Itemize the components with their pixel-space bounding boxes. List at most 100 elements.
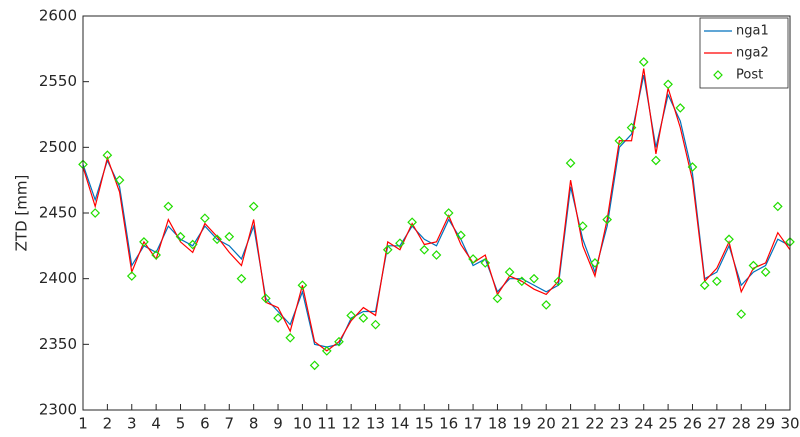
x-tick-label: 27 xyxy=(707,415,726,433)
x-tick-label: 13 xyxy=(366,415,385,433)
data-point xyxy=(553,276,564,287)
x-tick-label: 15 xyxy=(415,415,434,433)
data-point xyxy=(151,250,161,260)
data-point xyxy=(590,258,600,268)
data-point xyxy=(504,267,515,277)
plot-frame xyxy=(82,15,791,411)
data-point xyxy=(382,244,393,255)
data-point xyxy=(602,214,613,225)
data-point xyxy=(309,360,320,371)
data-point xyxy=(760,267,771,277)
x-tick-label: 8 xyxy=(249,415,259,433)
x-tick-label: 3 xyxy=(127,415,137,433)
legend: nga1 nga2 Post xyxy=(699,17,789,89)
x-tick-label: 18 xyxy=(488,415,507,433)
data-point xyxy=(663,79,673,90)
data-point xyxy=(443,208,454,218)
x-tick-label: 1 xyxy=(78,415,88,433)
data-line xyxy=(82,68,791,352)
data-point xyxy=(456,230,466,241)
x-tick-label: 2 xyxy=(103,415,113,433)
data-point xyxy=(541,300,552,310)
x-tick-label: 7 xyxy=(225,415,235,433)
data-point xyxy=(212,234,222,245)
legend-symbol xyxy=(713,70,723,80)
y-tick-label: 2450 xyxy=(39,204,77,222)
data-point xyxy=(334,336,344,347)
x-tick-label: 6 xyxy=(200,415,210,433)
x-tick-label: 11 xyxy=(317,415,336,433)
x-tick-label: 5 xyxy=(176,415,186,433)
legend-label: nga2 xyxy=(736,46,769,61)
data-point xyxy=(651,155,661,166)
data-point xyxy=(90,208,101,218)
data-point xyxy=(395,238,405,249)
data-point xyxy=(102,150,113,161)
data-point xyxy=(529,273,539,284)
x-tick-label: 30 xyxy=(780,415,799,433)
data-point xyxy=(419,244,430,255)
data-point xyxy=(748,260,759,271)
data-point xyxy=(163,201,174,212)
x-tick-label: 23 xyxy=(610,415,629,433)
data-point xyxy=(224,231,235,242)
data-point xyxy=(675,103,686,113)
data-point xyxy=(114,175,125,186)
y-tick-label: 2500 xyxy=(39,138,77,156)
data-point xyxy=(200,213,210,224)
data-point xyxy=(187,239,198,250)
x-tick-label: 24 xyxy=(634,415,653,433)
x-tick-label: 21 xyxy=(561,415,580,433)
data-point xyxy=(492,293,503,304)
x-tick-label: 16 xyxy=(439,415,458,433)
x-tick-label: 4 xyxy=(151,415,161,433)
x-tick-label: 29 xyxy=(756,415,775,433)
data-point xyxy=(175,231,186,242)
x-tick-label: 14 xyxy=(390,415,409,433)
data-point xyxy=(614,135,625,146)
data-point xyxy=(273,313,283,323)
x-tick-label: 20 xyxy=(537,415,556,433)
x-tick-label: 19 xyxy=(512,415,531,433)
data-point xyxy=(772,201,783,212)
x-tick-label: 10 xyxy=(293,415,312,433)
data-point xyxy=(346,310,357,321)
x-tick-label: 26 xyxy=(683,415,702,433)
data-point xyxy=(248,201,259,212)
data-point xyxy=(712,276,722,287)
data-point xyxy=(126,271,137,281)
data-point xyxy=(260,293,271,304)
x-tick-label: 25 xyxy=(659,415,678,433)
data-point xyxy=(687,162,698,172)
data-line xyxy=(82,74,791,348)
y-tick-label: 2600 xyxy=(39,7,77,25)
y-tick-label: 2550 xyxy=(39,72,77,90)
data-point xyxy=(626,122,637,133)
data-point xyxy=(370,319,381,330)
y-tick-label: 2400 xyxy=(39,269,77,287)
data-point xyxy=(431,250,442,260)
data-point xyxy=(321,346,332,356)
data-point xyxy=(468,254,478,264)
data-point xyxy=(407,217,417,228)
x-tick-label: 17 xyxy=(464,415,483,433)
data-point xyxy=(724,234,734,245)
x-tick-label: 12 xyxy=(342,415,361,433)
data-point xyxy=(358,313,369,323)
data-point xyxy=(285,332,296,343)
x-tick-label: 22 xyxy=(585,415,604,433)
x-tick-label: 9 xyxy=(273,415,283,433)
data-point xyxy=(139,237,149,247)
data-point xyxy=(577,221,588,231)
legend-label: nga1 xyxy=(736,24,769,39)
x-tick-label: 28 xyxy=(732,415,751,433)
data-point xyxy=(565,158,576,168)
data-point xyxy=(638,57,649,67)
data-point xyxy=(516,276,527,287)
y-tick-label: 2300 xyxy=(39,401,77,419)
data-point xyxy=(699,280,710,291)
legend-label: Post xyxy=(736,68,763,83)
data-point xyxy=(236,273,247,284)
